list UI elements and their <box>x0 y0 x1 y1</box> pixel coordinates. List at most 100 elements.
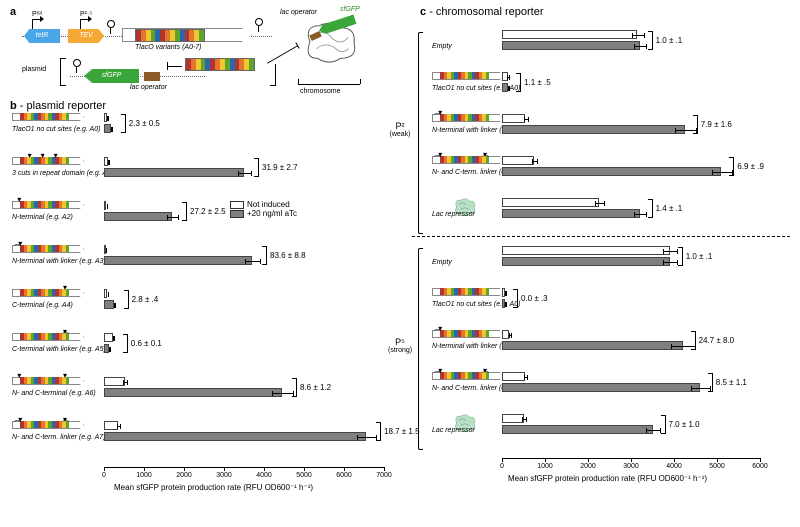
fold-bracket <box>691 331 696 350</box>
tetR-gene: tetR <box>24 29 60 43</box>
bar-not-induced <box>502 372 525 381</box>
chart-plasmid-reporter: TlacO1 no cut sites (e.g. A0) 2.3 ± 0.5 … <box>12 113 412 518</box>
bar-not-induced <box>502 72 508 81</box>
bar-induced <box>104 168 244 177</box>
bar-induced <box>502 209 640 218</box>
bar-not-induced <box>104 245 106 254</box>
bar-not-induced <box>104 201 106 210</box>
row-mini-icon: ▾▾ <box>12 377 92 385</box>
row-label: N- and C-term. linker (e.g. A7) <box>12 434 106 441</box>
row-mini-icon <box>432 72 502 80</box>
bar-not-induced <box>502 330 509 339</box>
promoter-label: P²(weak) <box>388 121 412 138</box>
bar-not-induced <box>104 113 107 122</box>
fold-bracket <box>678 247 683 266</box>
fold-value: 83.6 ± 8.8 <box>270 251 306 260</box>
row-mini-icon: ▾⌒ <box>432 114 502 122</box>
row-mini-icon: ▾ <box>12 201 92 209</box>
x-tick-label: 4000 <box>666 463 682 470</box>
x-axis-title: Mean sfGFP protein production rate (RFU … <box>114 483 313 492</box>
sfgfp-gene-plasmid: sfGFP <box>84 69 139 83</box>
fold-bracket <box>693 115 698 134</box>
bar-not-induced <box>104 289 107 298</box>
fold-value: 27.2 ± 2.5 <box>190 207 226 216</box>
fold-value: 2.8 ± .4 <box>132 295 159 304</box>
x-tick-label: 4000 <box>256 472 272 479</box>
fold-bracket <box>513 289 518 308</box>
x-tick-label: 2000 <box>176 472 192 479</box>
fold-bracket <box>182 202 187 221</box>
fold-value: 18.7 ± 1.5 <box>384 427 420 436</box>
fold-bracket <box>121 114 126 133</box>
fold-bracket <box>516 73 521 92</box>
bar-induced <box>104 432 366 441</box>
row-mini-icon: ▾⌒ <box>432 330 502 338</box>
x-tick-label: 1000 <box>537 463 553 470</box>
bar-induced <box>502 383 700 392</box>
bar-induced <box>104 388 282 397</box>
bar-not-induced <box>104 157 108 166</box>
plasmid-word: plasmid <box>22 66 46 73</box>
row-mini-icon <box>432 288 502 296</box>
row-label: C-terminal with linker (e.g. A5) <box>12 346 106 353</box>
row-label: Empty <box>432 259 452 266</box>
row-mini-icon: ▾ <box>12 289 92 297</box>
row-label: Empty <box>432 43 452 50</box>
row-label: 3 cuts in repeat domain (e.g. A1) <box>12 170 113 177</box>
fold-value: 7.9 ± 1.6 <box>701 120 732 129</box>
fold-value: 1.0 ± .1 <box>686 252 713 261</box>
row-label: N-terminal (e.g. A2) <box>12 214 73 221</box>
row-label: C-terminal (e.g. A4) <box>12 302 73 309</box>
bar-not-induced <box>104 421 118 430</box>
tale-variants-label: TlacO variants (A0-7) <box>135 44 202 51</box>
chromosome-label: chromosome <box>300 88 340 95</box>
group-separator <box>412 236 790 237</box>
fold-bracket <box>661 415 666 434</box>
fold-value: 2.3 ± 0.5 <box>129 119 160 128</box>
tale-repeats <box>135 29 205 42</box>
sfgfp-label-chrom: sfGFP <box>340 6 360 13</box>
row-mini-icon: ▾▾⌒⌒ <box>12 421 92 429</box>
row-mini-icon: ▾▾⌒⌒ <box>432 372 502 380</box>
x-tick-label: 5000 <box>296 472 312 479</box>
row-label: Lac repressor <box>432 211 475 218</box>
panel-a-diagram: Pᵗᵉᵗ tetR P²·⁵ TEV TlacO variants (A0-7)… <box>22 6 412 96</box>
row-mini-icon: ▾⌒ <box>12 245 92 253</box>
bar-not-induced <box>502 198 599 207</box>
bar-not-induced <box>104 333 113 342</box>
bar-induced <box>502 83 508 92</box>
fold-bracket <box>124 290 129 309</box>
fold-bracket <box>708 373 713 392</box>
x-tick-label: 7000 <box>376 472 392 479</box>
bar-not-induced <box>502 288 505 297</box>
x-tick-label: 6000 <box>752 463 768 470</box>
bar-induced <box>104 124 111 133</box>
x-tick-label: 1000 <box>136 472 152 479</box>
fold-value: 0.0 ± .3 <box>521 294 548 303</box>
fold-value: 1.4 ± .1 <box>656 204 683 213</box>
bar-induced <box>502 125 685 134</box>
row-mini-icon: ▾⌒ <box>12 333 92 341</box>
fold-value: 8.5 ± 1.1 <box>716 378 747 387</box>
group-brace <box>418 248 423 450</box>
bar-not-induced <box>502 114 525 123</box>
fold-bracket <box>648 31 653 50</box>
row-label: TlacO1 no cut sites (e.g. A0) <box>432 301 520 308</box>
bar-induced <box>104 344 109 353</box>
tale-repressor <box>185 58 255 71</box>
row-label: N- and C-terminal (e.g. A6) <box>12 390 96 397</box>
row-label: TlacO1 no cut sites (e.g. A0) <box>12 126 100 133</box>
x-axis-title: Mean sfGFP protein production rate (RFU … <box>508 474 707 483</box>
bar-induced <box>502 299 505 308</box>
fold-value: 1.1 ± .5 <box>524 78 551 87</box>
lac-op-label-chrom: lac operator <box>280 9 317 16</box>
row-label: Lac repressor <box>432 427 475 434</box>
bar-not-induced <box>502 30 637 39</box>
tev-gene: TEV <box>68 29 104 43</box>
fold-value: 6.9 ± .9 <box>737 162 764 171</box>
fold-value: 7.0 ± 1.0 <box>669 420 700 429</box>
fold-bracket <box>729 157 734 176</box>
bar-induced <box>502 257 670 266</box>
group-brace <box>418 32 423 234</box>
row-mini-icon: ▾▾⌒⌒ <box>432 156 502 164</box>
